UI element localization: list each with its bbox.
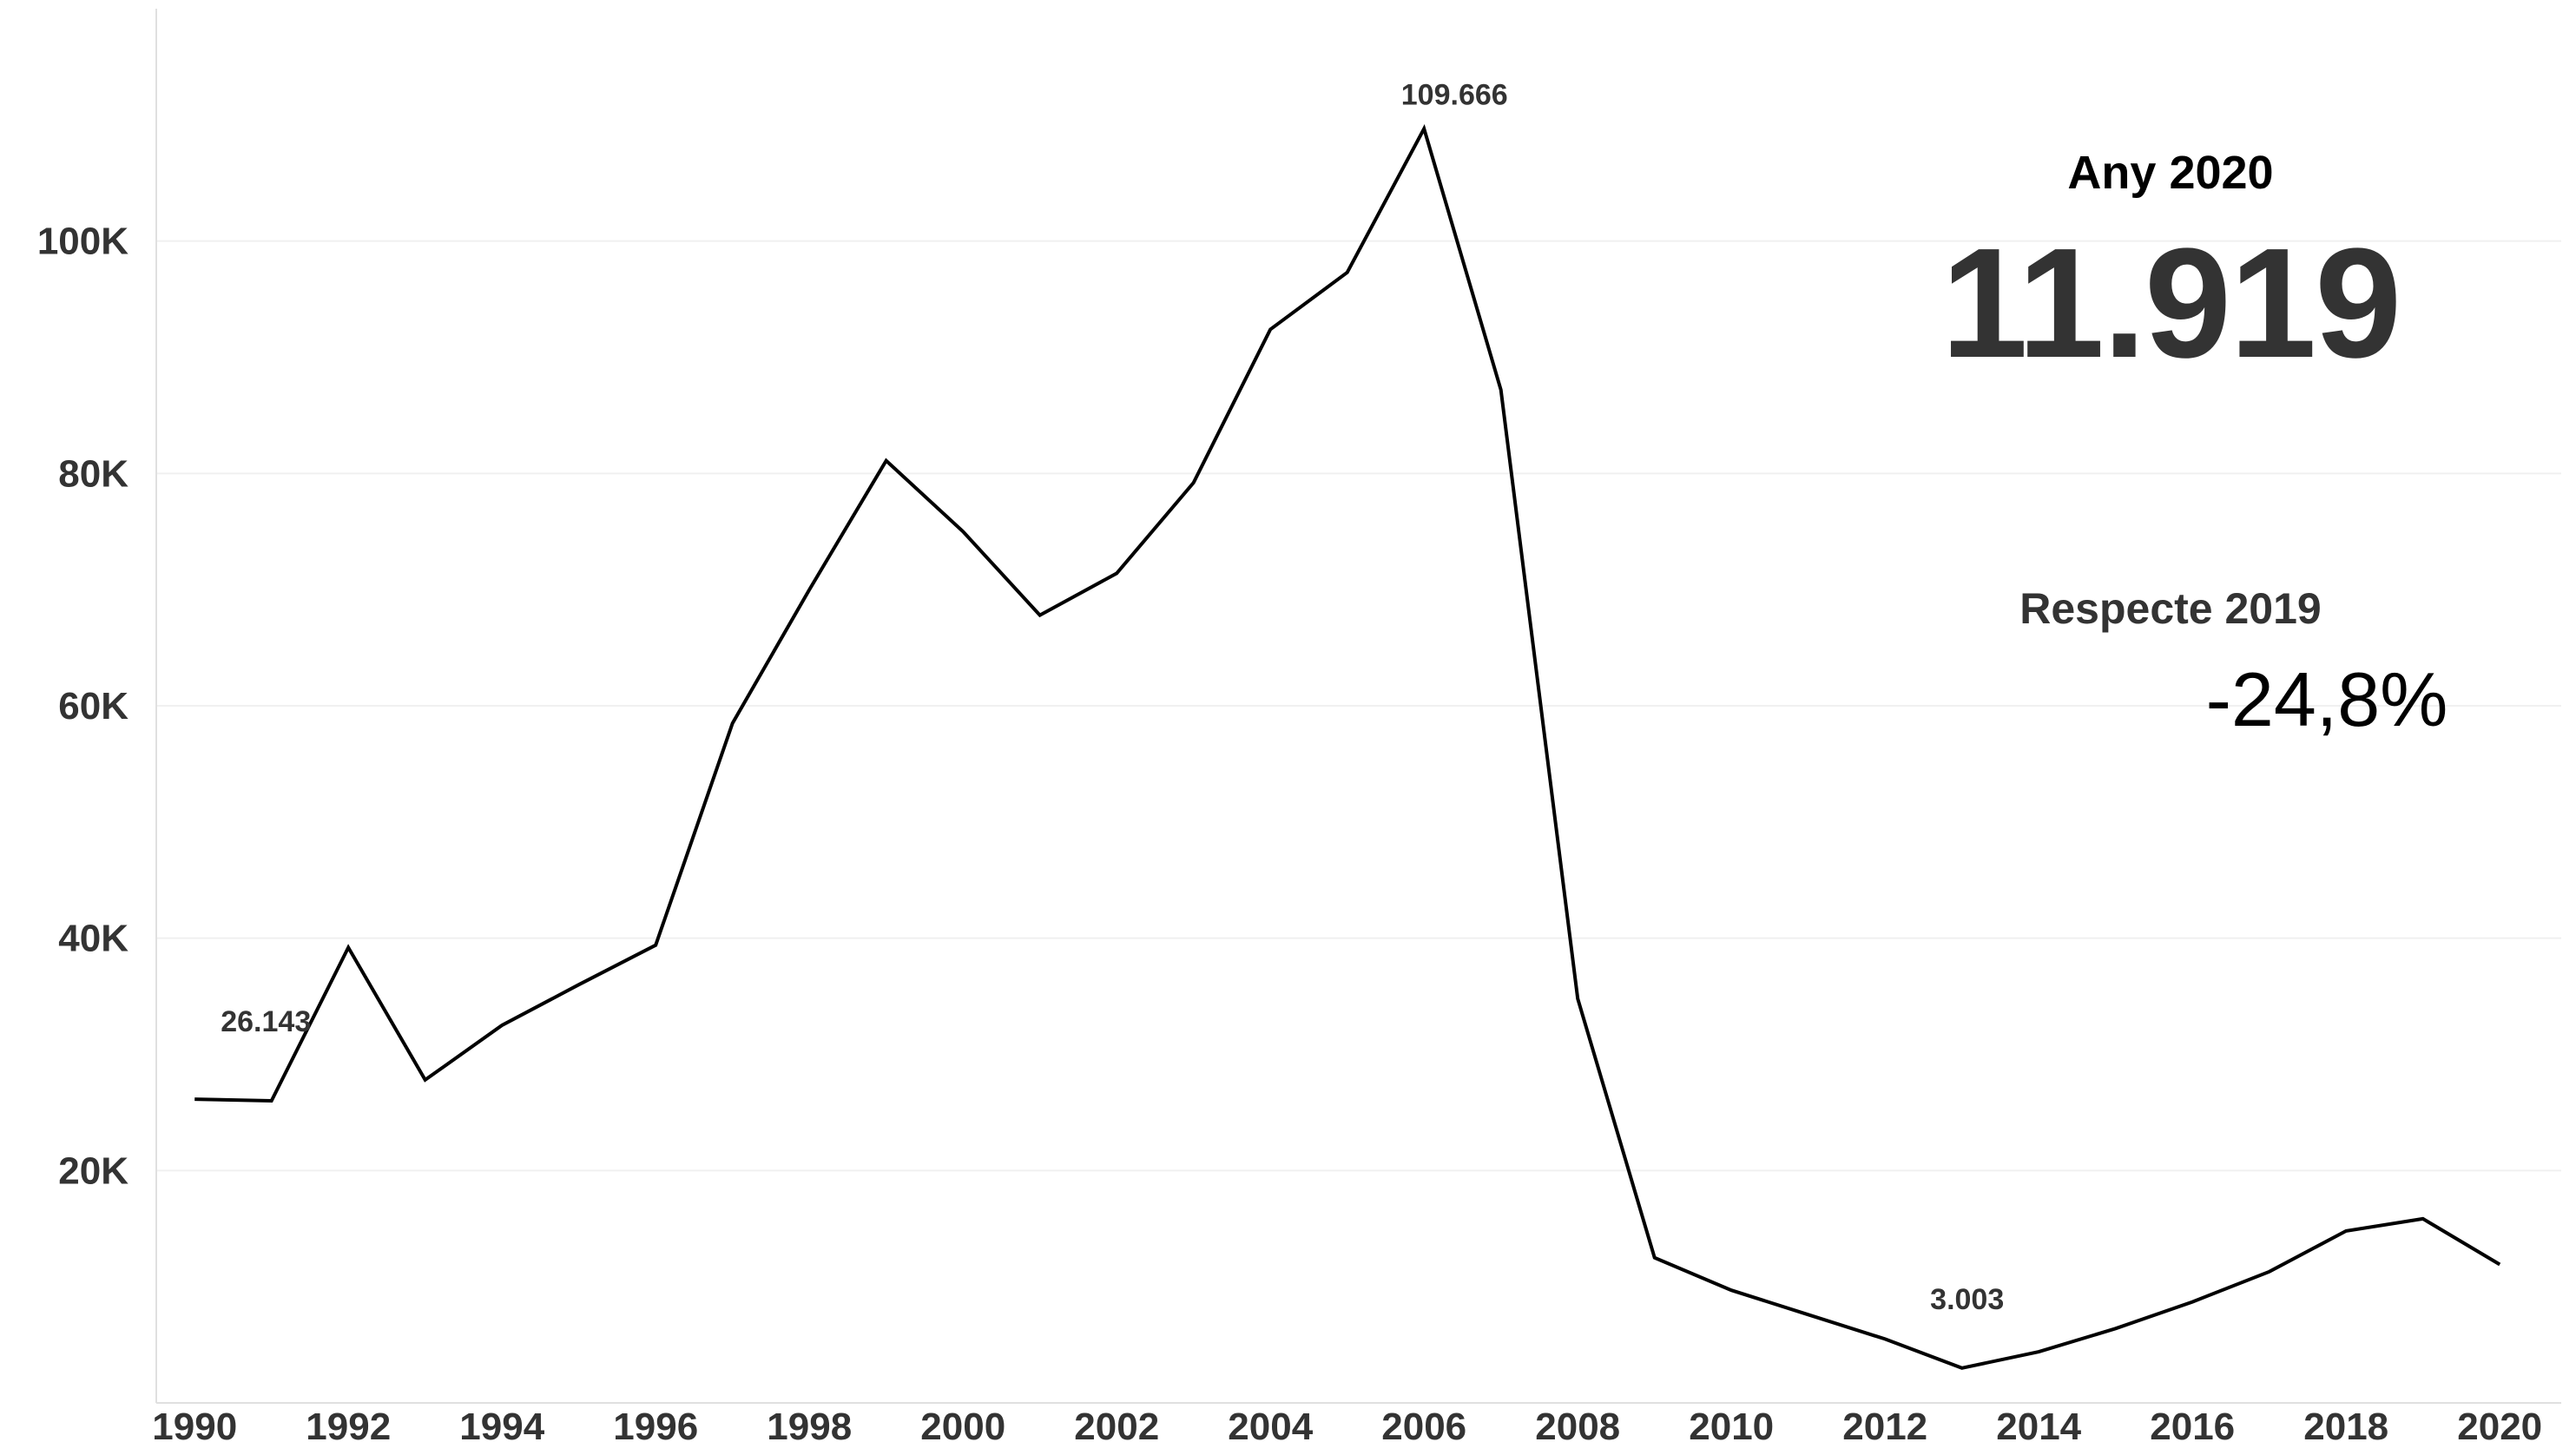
x-tick-label: 1996	[613, 1406, 698, 1442]
y-tick-label: 80K	[58, 452, 128, 495]
x-axis-tick-labels: 1990 1992 1994 1996 1998 2000 2002 2004 2006 2008…	[152, 1406, 2542, 1442]
x-tick-label: 2014	[1996, 1406, 2081, 1442]
x-tick-label: 2020	[2457, 1406, 2542, 1442]
data-label-2006: 109.666	[1401, 78, 1508, 111]
x-tick-label: 1998	[767, 1406, 852, 1442]
x-tick-label: 2012	[1842, 1406, 1927, 1442]
x-tick-label: 2010	[1689, 1406, 1774, 1442]
y-tick-label: 100K	[37, 221, 128, 263]
x-tick-label: 1994	[459, 1406, 544, 1442]
y-tick-label: 20K	[58, 1149, 128, 1192]
x-tick-label: 1992	[306, 1406, 391, 1442]
y-tick-label: 60K	[58, 685, 128, 728]
kpi-compare-label: Respecte 2019	[2019, 584, 2322, 633]
y-tick-label: 40K	[58, 918, 128, 960]
kpi-change-percent: -24,8%	[2205, 656, 2448, 742]
data-labels: 26.143 109.666 3.003	[221, 78, 2004, 1316]
y-axis-tick-labels: 20K 40K 60K 80K 100K	[37, 221, 128, 1193]
gridlines	[156, 240, 2561, 1172]
series-lines	[194, 124, 2501, 1370]
x-tick-label: 2002	[1074, 1406, 1159, 1442]
x-tick-label: 2000	[920, 1406, 1005, 1442]
x-tick-label: 2008	[1535, 1406, 1620, 1442]
x-tick-label: 1990	[152, 1406, 237, 1442]
series-line-0	[194, 124, 2501, 1370]
x-tick-label: 2016	[2150, 1406, 2235, 1442]
x-tick-label: 2004	[1228, 1406, 1313, 1442]
axes	[155, 9, 2561, 1404]
x-tick-label: 2018	[2303, 1406, 2388, 1442]
data-label-1990: 26.143	[221, 1005, 311, 1038]
x-tick-label: 2006	[1381, 1406, 1466, 1442]
data-label-2013: 3.003	[1930, 1283, 2004, 1316]
kpi-value: 11.919	[1940, 216, 2402, 391]
kpi-year-label: Any 2020	[2067, 147, 2274, 199]
